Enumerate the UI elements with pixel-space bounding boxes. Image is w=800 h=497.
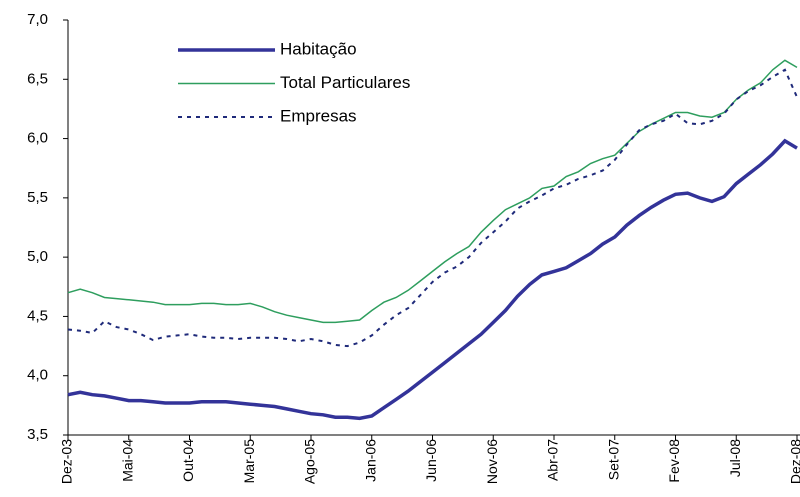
legend-label: Empresas: [280, 106, 357, 125]
x-tick-label: Set-07: [605, 439, 621, 480]
legend-label: Total Particulares: [280, 73, 410, 92]
line-series: [67, 138, 798, 421]
x-tick-label: Dez-03: [59, 439, 75, 484]
legend-label: Habitação: [280, 39, 357, 58]
x-tick-label: Abr-07: [545, 439, 561, 481]
y-tick-label: 4,0: [27, 367, 48, 384]
y-tick-label: 7,0: [27, 11, 48, 28]
x-tick-label: Mar-05: [241, 439, 257, 484]
y-tick-label: 6,0: [27, 130, 48, 147]
x-tick-label: Jul-08: [727, 439, 743, 477]
x-tick-label: Jun-06: [423, 439, 439, 482]
y-tick-label: 6,5: [27, 70, 48, 87]
x-tick-label: Jan-06: [362, 439, 378, 482]
y-tick-label: 3,5: [27, 426, 48, 443]
x-tick-label: Ago-05: [302, 439, 318, 484]
x-tick-label: Out-04: [180, 439, 196, 482]
line-series: [67, 68, 798, 348]
x-tick-label: Mai-04: [119, 439, 135, 482]
line-series: [67, 59, 798, 324]
y-tick-label: 5,0: [27, 248, 48, 265]
y-tick-label: 5,5: [27, 189, 48, 206]
x-tick-label: Fev-08: [666, 439, 682, 483]
y-tick-label: 4,5: [27, 307, 48, 324]
x-tick-label: Nov-06: [484, 439, 500, 484]
x-tick-label: Dez-08: [788, 439, 800, 484]
